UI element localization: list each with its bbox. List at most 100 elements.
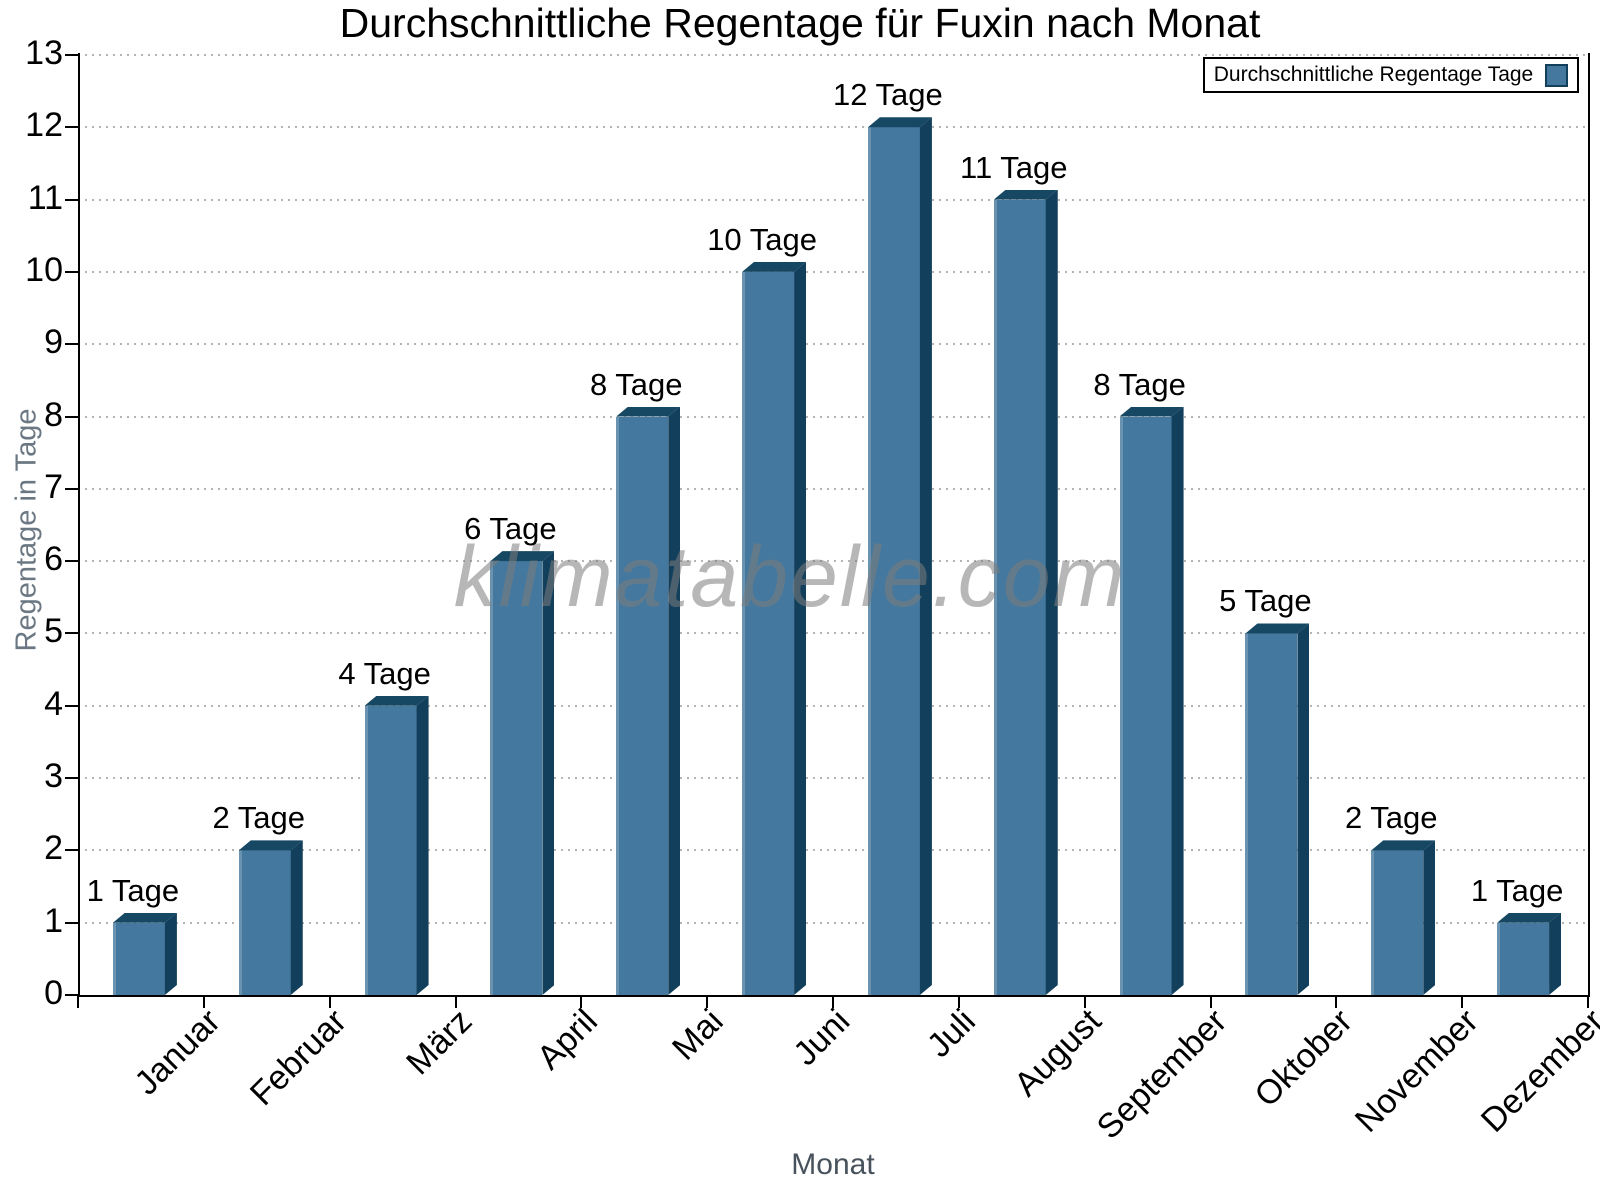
bar-value-label-september: 8 Tage xyxy=(1093,366,1186,402)
gridline-4 xyxy=(78,704,1588,707)
gridline-10 xyxy=(78,270,1588,273)
bar-value-label-juni: 10 Tage xyxy=(707,221,817,257)
y-tick-0 xyxy=(65,994,78,996)
gridline-7 xyxy=(78,487,1588,490)
y-tick-3 xyxy=(65,777,78,780)
y-tick-1 xyxy=(65,921,78,924)
bar-value-label-märz: 4 Tage xyxy=(338,655,431,691)
bar-side xyxy=(919,117,932,995)
bar-top xyxy=(616,406,681,417)
bar-top xyxy=(993,189,1058,200)
bar-top xyxy=(112,912,177,923)
bar-value-label-januar: 1 Tage xyxy=(86,872,180,908)
y-tick-5 xyxy=(65,632,78,635)
bar-märz xyxy=(364,695,429,995)
y-tick-6 xyxy=(65,560,78,563)
bar-face xyxy=(364,705,417,995)
bar-top xyxy=(867,117,932,128)
bar-side xyxy=(1171,406,1184,995)
x-axis-line xyxy=(78,995,1590,997)
x-tick-label-januar: Januar xyxy=(127,1002,228,1103)
y-tick-9 xyxy=(65,343,78,346)
bar-face xyxy=(238,850,291,995)
gridline-5 xyxy=(78,632,1588,635)
y-tick-label-9: 9 xyxy=(44,323,63,362)
bar-top xyxy=(1371,840,1436,851)
x-tick-label-märz: März xyxy=(399,1002,480,1083)
y-tick-label-0: 0 xyxy=(44,974,63,1012)
bar-face xyxy=(867,127,920,995)
y-tick-label-1: 1 xyxy=(44,901,63,940)
y-tick-label-10: 10 xyxy=(25,250,63,289)
bar-face xyxy=(112,922,165,995)
bar-august xyxy=(993,189,1058,995)
bar-april xyxy=(490,551,555,995)
bar-oktober xyxy=(1245,623,1310,995)
bar-face xyxy=(1371,850,1424,995)
y-tick-7 xyxy=(65,487,78,490)
bar-value-label-april: 6 Tage xyxy=(464,511,557,547)
bar-face xyxy=(993,199,1046,995)
bar-side xyxy=(164,912,177,995)
x-tick-12 xyxy=(1587,995,1589,1008)
gridline-2 xyxy=(78,849,1588,852)
bar-side xyxy=(1549,912,1562,995)
x-tick-label-april: April xyxy=(530,1002,606,1077)
x-axis-title: Monat xyxy=(791,1148,875,1181)
bar-top xyxy=(490,551,555,562)
x-tick-0 xyxy=(77,995,79,1008)
y-tick-label-7: 7 xyxy=(44,467,63,506)
bar-value-label-november: 2 Tage xyxy=(1344,800,1438,836)
bar-side xyxy=(290,840,303,995)
gridline-8 xyxy=(78,415,1588,418)
y-tick-label-5: 5 xyxy=(44,612,63,651)
bar-januar xyxy=(112,912,177,995)
bar-side xyxy=(542,551,555,995)
gridline-13 xyxy=(78,54,1588,56)
y-tick-11 xyxy=(65,198,78,201)
bar-value-label-juli: 12 Tage xyxy=(833,77,943,113)
y-tick-13 xyxy=(65,54,78,56)
bar-juni xyxy=(742,261,807,995)
bar-top xyxy=(364,695,429,706)
y-tick-label-3: 3 xyxy=(44,757,63,796)
bar-november xyxy=(1371,840,1436,995)
y-axis-line xyxy=(78,53,80,995)
x-tick-label-august: August xyxy=(1006,1002,1109,1104)
x-tick-label-september: September xyxy=(1089,1002,1235,1147)
bar-top xyxy=(742,261,807,272)
bar-value-label-august: 11 Tage xyxy=(960,149,1068,185)
x-tick-3 xyxy=(454,995,457,1008)
x-tick-5 xyxy=(706,995,709,1008)
bar-side xyxy=(1045,189,1058,995)
bar-dezember xyxy=(1497,912,1562,995)
x-tick-1 xyxy=(202,995,205,1008)
bar-september xyxy=(1119,406,1184,995)
bar-side xyxy=(794,261,807,995)
legend-entry-label: Durchschnittliche Regentage Tage xyxy=(1213,63,1534,86)
gridline-6 xyxy=(78,560,1588,563)
y-tick-label-11: 11 xyxy=(27,178,63,217)
bar-side xyxy=(1423,840,1436,995)
bar-face xyxy=(616,416,669,995)
right-border-line xyxy=(1588,53,1590,995)
bar-top xyxy=(1497,912,1562,923)
x-tick-label-juni: Juni xyxy=(785,1002,857,1073)
bar-value-label-dezember: 1 Tage xyxy=(1470,872,1564,908)
bar-top xyxy=(238,840,303,851)
y-tick-label-2: 2 xyxy=(44,829,63,868)
y-axis-title: Regentage in Tage xyxy=(10,408,43,652)
legend: Durchschnittliche Regentage Tage xyxy=(1203,57,1579,93)
x-tick-label-juli: Juli xyxy=(919,1002,983,1065)
x-tick-label-mai: Mai xyxy=(665,1002,732,1068)
y-tick-label-13: 13 xyxy=(25,34,63,72)
x-tick-4 xyxy=(580,995,583,1008)
x-tick-label-februar: Februar xyxy=(242,1002,354,1114)
gridline-9 xyxy=(78,343,1588,346)
y-tick-label-8: 8 xyxy=(44,395,63,434)
bar-face xyxy=(1119,416,1172,995)
bar-face xyxy=(742,271,795,995)
x-tick-6 xyxy=(832,995,834,1008)
x-tick-8 xyxy=(1083,995,1086,1008)
